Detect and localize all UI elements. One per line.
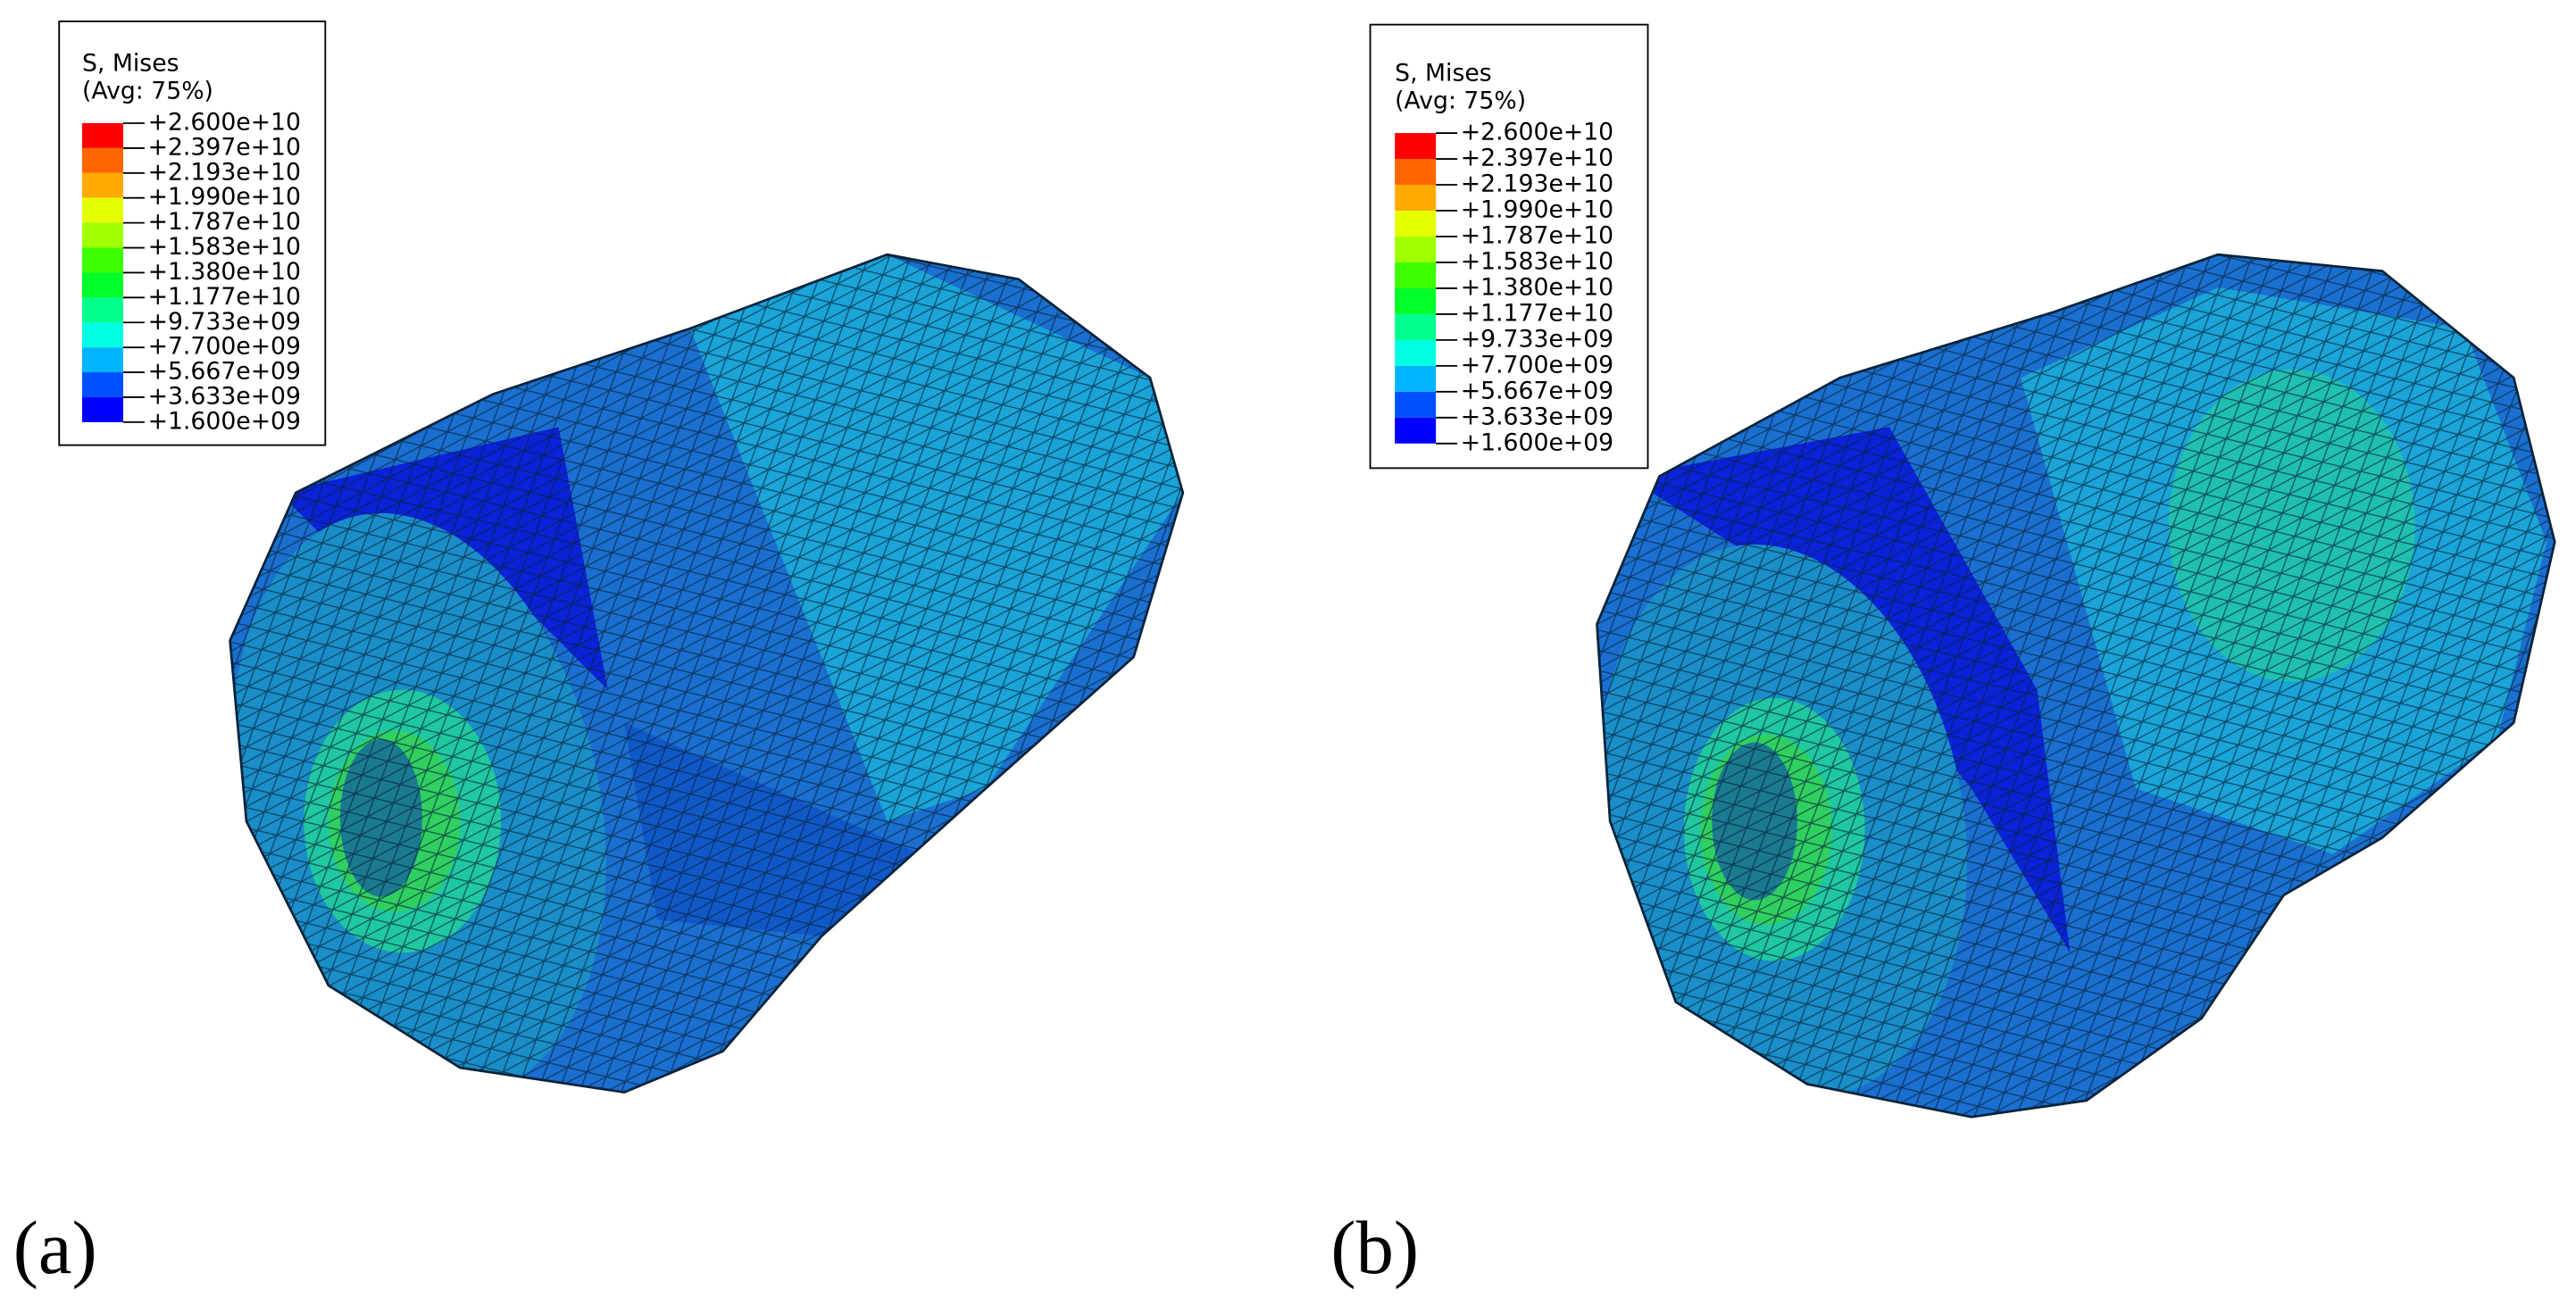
legend-label: +7.700e+09 xyxy=(148,333,301,361)
legend-swatch xyxy=(82,147,123,173)
legend-label: +1.177e+10 xyxy=(148,283,301,311)
legend: S, Mises(Avg: 75%) +2.600e+10+2.397e+10+2… xyxy=(58,21,327,446)
legend-label: +1.990e+10 xyxy=(1461,195,1613,223)
legend-label: +9.733e+09 xyxy=(1461,325,1613,353)
legend-swatch xyxy=(1395,417,1437,444)
legend-label: +1.600e+09 xyxy=(148,407,301,435)
legend-swatch xyxy=(82,272,123,298)
legend-swatch xyxy=(1395,313,1437,340)
legend-label: +5.667e+09 xyxy=(148,358,301,386)
legend: S, Mises(Avg: 75%) +2.600e+10+2.397e+10+2… xyxy=(1369,23,1649,470)
legend-label: +1.177e+10 xyxy=(1461,299,1613,327)
legend-label: +1.787e+10 xyxy=(148,208,301,236)
legend-label: +9.733e+09 xyxy=(148,308,301,336)
model-a xyxy=(229,254,1183,1093)
legend-swatch xyxy=(82,372,123,397)
legend-label: +1.583e+10 xyxy=(148,233,301,261)
legend-label: +1.380e+10 xyxy=(1461,273,1613,301)
legend-swatch xyxy=(82,297,123,323)
legend-swatch xyxy=(1395,159,1437,185)
legend-swatch xyxy=(1395,391,1437,418)
legend-label: +1.990e+10 xyxy=(148,183,301,211)
legend-swatch xyxy=(1395,133,1437,160)
legend-swatch xyxy=(82,172,123,198)
legend-swatch xyxy=(1395,365,1437,392)
legend-title: S, Mises xyxy=(82,49,179,77)
legend-swatch xyxy=(1395,262,1437,288)
legend-swatch xyxy=(82,222,123,248)
legend-swatch xyxy=(1395,339,1437,366)
legend-swatch xyxy=(82,247,123,273)
legend-subtitle: (Avg: 75%) xyxy=(82,78,213,105)
legend-subtitle: (Avg: 75%) xyxy=(1395,87,1526,115)
model-outline xyxy=(1596,253,2556,1119)
legend-swatch xyxy=(1395,210,1437,237)
legend-swatch xyxy=(1395,287,1437,314)
legend-swatch xyxy=(82,123,123,148)
legend-label: +3.633e+09 xyxy=(1461,403,1613,430)
figure-content: S, Mises(Avg: 75%)+2.600e+10+2.397e+10+2… xyxy=(13,21,2556,1290)
legend-label: +2.397e+10 xyxy=(1461,145,1613,172)
legend-swatch xyxy=(1395,236,1437,262)
legend-label: +2.600e+10 xyxy=(148,109,301,137)
legend-label: +1.583e+10 xyxy=(1461,247,1613,275)
legend-swatch xyxy=(1395,185,1437,211)
legend-swatch xyxy=(82,322,123,348)
legend-label: +5.667e+09 xyxy=(1461,377,1613,404)
legend-label: +2.397e+10 xyxy=(148,133,301,161)
legend-label: +1.380e+10 xyxy=(148,258,301,286)
legend-swatch xyxy=(82,396,123,422)
panel-label: (b) xyxy=(1330,1207,1419,1290)
legend-label: +1.600e+09 xyxy=(1461,428,1613,456)
legend-swatch xyxy=(82,197,123,223)
model-outline xyxy=(229,253,1185,1094)
legend-swatch xyxy=(82,347,123,373)
model-b xyxy=(1596,254,2555,1118)
legend-label: +2.193e+10 xyxy=(148,158,301,186)
legend-label: +2.600e+10 xyxy=(1461,119,1613,146)
legend-label: +7.700e+09 xyxy=(1461,351,1613,378)
panel-label: (a) xyxy=(13,1207,97,1290)
legend-label: +2.193e+10 xyxy=(1461,171,1613,198)
legend-title: S, Mises xyxy=(1395,59,1492,87)
legend-label: +3.633e+09 xyxy=(148,382,301,410)
legend-label: +1.787e+10 xyxy=(1461,221,1613,249)
